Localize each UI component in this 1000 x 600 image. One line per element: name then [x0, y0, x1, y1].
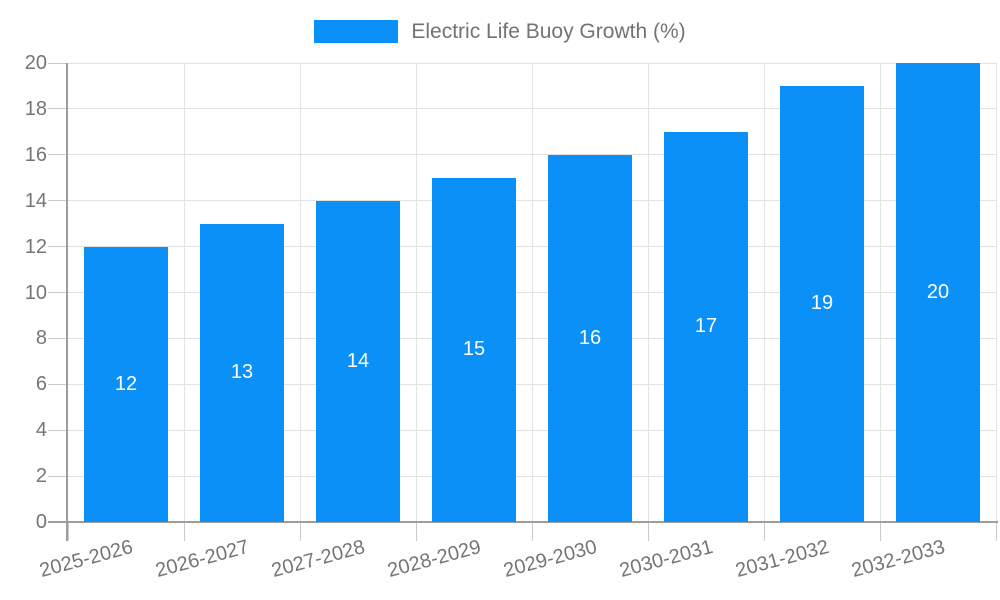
y-tick-label: 8	[35, 327, 47, 350]
bar[interactable]: 12	[84, 246, 168, 522]
x-axis-line	[48, 521, 998, 523]
y-axis-tick	[48, 154, 68, 156]
bar-value-label: 13	[230, 361, 254, 384]
y-axis-tick	[48, 337, 68, 339]
y-tick-label: 6	[35, 373, 47, 396]
bar[interactable]: 16	[548, 154, 632, 522]
x-tick-label: 2026-2027	[153, 536, 252, 583]
x-axis-tick	[531, 523, 533, 541]
y-tick-label: 14	[24, 189, 47, 212]
y-axis-tick	[48, 475, 68, 477]
x-tick-label: 2031-2032	[733, 536, 832, 583]
x-gridline	[763, 63, 765, 522]
x-gridline	[183, 63, 185, 522]
y-tick-label: 2	[35, 465, 47, 488]
bar-value-label: 19	[810, 292, 834, 315]
y-axis-tick	[48, 292, 68, 293]
bar[interactable]: 20	[896, 63, 980, 522]
y-axis-line	[66, 63, 68, 541]
bar-value-label: 14	[346, 349, 370, 372]
bar[interactable]: 14	[316, 200, 400, 522]
x-gridline	[531, 63, 533, 522]
bar-value-label: 12	[114, 372, 138, 395]
bar-value-label: 17	[694, 315, 718, 338]
x-gridline	[647, 63, 649, 522]
x-tick-label: 2032-2033	[849, 536, 948, 583]
x-axis-tick	[763, 523, 765, 541]
y-axis-tick	[48, 108, 68, 110]
x-axis-tick	[183, 523, 185, 541]
x-gridline	[879, 63, 881, 522]
y-tick-label: 16	[24, 143, 47, 166]
y-axis-tick	[48, 200, 68, 202]
bar[interactable]: 17	[664, 131, 748, 522]
bar-value-label: 16	[578, 326, 602, 349]
bar-value-label: 15	[462, 338, 486, 361]
x-tick-label: 2027-2028	[269, 536, 368, 583]
x-axis-tick	[647, 523, 649, 541]
legend-label: Electric Life Buoy Growth (%)	[411, 20, 686, 43]
y-tick-label: 20	[24, 52, 47, 74]
x-axis-tick	[995, 523, 997, 541]
bar-value-label: 20	[926, 281, 950, 303]
bar[interactable]: 15	[432, 177, 516, 522]
y-axis-tick	[48, 62, 68, 64]
x-tick-label: 2030-2031	[617, 536, 716, 583]
x-axis-tick	[299, 523, 301, 541]
x-gridline	[995, 63, 997, 522]
x-axis-tick	[879, 523, 881, 541]
y-tick-label: 10	[24, 281, 47, 304]
bar[interactable]: 19	[780, 85, 864, 522]
x-gridline	[415, 63, 417, 522]
legend-item[interactable]: Electric Life Buoy Growth (%)	[0, 19, 1000, 44]
x-tick-label: 2029-2030	[501, 536, 600, 583]
y-tick-label: 4	[35, 419, 47, 442]
x-axis-tick	[415, 523, 417, 541]
legend-swatch-icon	[314, 20, 399, 43]
y-axis-tick	[48, 383, 68, 385]
y-tick-label: 12	[24, 235, 47, 258]
x-gridline	[299, 63, 301, 522]
bar[interactable]: 13	[200, 223, 284, 522]
x-tick-label: 2025-2026	[37, 536, 136, 583]
x-tick-label: 2028-2029	[385, 536, 484, 583]
y-tick-label: 18	[24, 97, 47, 120]
y-tick-label: 0	[35, 511, 47, 533]
y-axis-tick	[48, 429, 68, 431]
x-axis-tick	[67, 523, 69, 541]
y-axis-tick	[48, 246, 68, 248]
